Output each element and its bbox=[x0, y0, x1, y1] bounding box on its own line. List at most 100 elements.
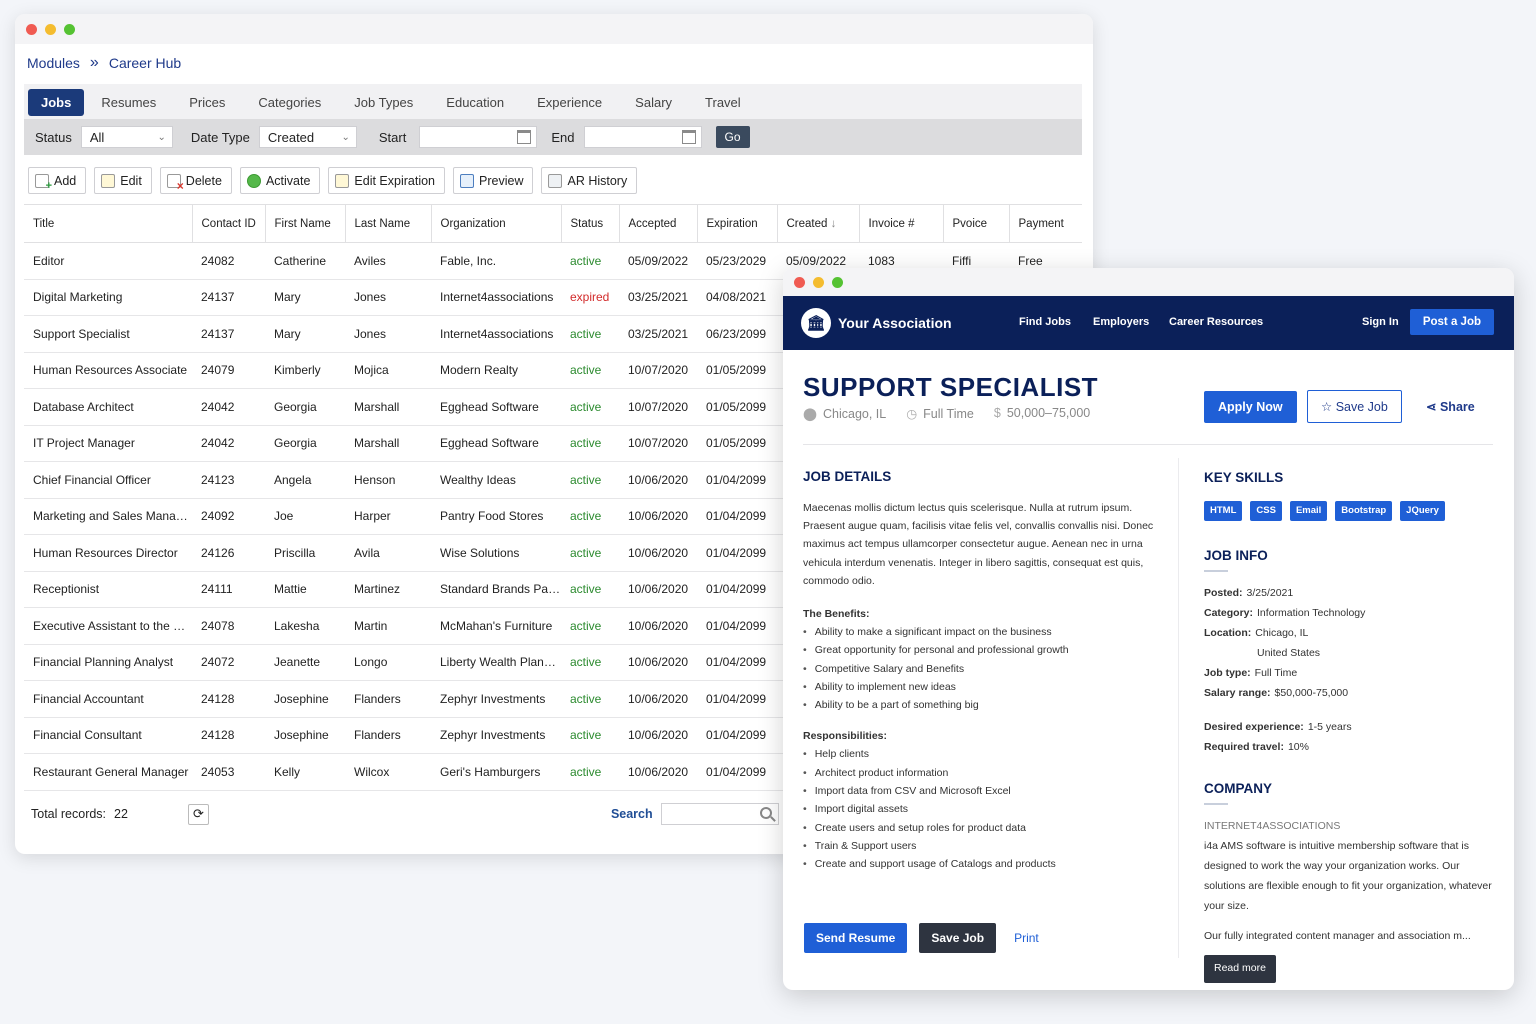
save-job-button[interactable]: Save Job bbox=[919, 923, 997, 953]
column-header-title[interactable]: Title bbox=[24, 204, 193, 243]
go-button[interactable]: Go bbox=[715, 126, 750, 148]
column-header-status[interactable]: Status bbox=[561, 204, 620, 243]
table-row[interactable]: Editor 24082 Catherine Aviles Fable, Inc. act… bbox=[24, 242, 1082, 280]
close-window-button[interactable] bbox=[794, 276, 805, 288]
company-underline bbox=[1204, 803, 1228, 806]
table-cell: Zephyr Investments bbox=[431, 680, 561, 718]
tab-job-types[interactable]: Job Types bbox=[354, 94, 414, 110]
preview-button-label: Preview bbox=[479, 173, 524, 188]
edit-expiration-button[interactable]: Edit Expiration bbox=[328, 167, 446, 194]
nav-sign-in[interactable]: Sign In bbox=[1362, 316, 1399, 328]
skill-tag[interactable]: JQuery bbox=[1400, 500, 1445, 521]
refresh-icon[interactable]: ⟳ bbox=[187, 803, 209, 825]
add-button[interactable]: Add bbox=[28, 167, 87, 194]
maximize-window-button[interactable] bbox=[832, 276, 843, 288]
category-label: Category: bbox=[1204, 607, 1254, 620]
end-date-label: End bbox=[551, 129, 575, 145]
tab-salary[interactable]: Salary bbox=[635, 94, 673, 110]
table-cell: 01/04/2099 bbox=[697, 461, 777, 499]
skill-tag[interactable]: HTML bbox=[1204, 500, 1243, 521]
maximize-window-button[interactable] bbox=[64, 23, 75, 35]
table-cell: 10/06/2020 bbox=[619, 571, 697, 608]
table-row[interactable]: Executive Assistant to the Pre... 24078 La… bbox=[24, 607, 1082, 645]
column-header-first-name[interactable]: First Name bbox=[265, 204, 346, 243]
end-date-input[interactable] bbox=[583, 126, 702, 148]
tab-education[interactable]: Education bbox=[446, 94, 505, 110]
tab-travel[interactable]: Travel bbox=[705, 94, 741, 110]
column-header-payment[interactable]: Payment bbox=[1009, 204, 1082, 243]
start-date-input[interactable] bbox=[419, 126, 538, 148]
table-cell: Wilcox bbox=[345, 753, 431, 791]
save-job-top-button[interactable]: ☆ Save Job bbox=[1307, 390, 1402, 423]
column-header-contact-id[interactable]: Contact ID bbox=[192, 204, 266, 243]
travel-label: Required travel: bbox=[1204, 740, 1284, 753]
table-cell: active bbox=[561, 461, 619, 499]
close-window-button[interactable] bbox=[26, 23, 37, 35]
minimize-window-button[interactable] bbox=[813, 276, 824, 288]
table-cell: Catherine bbox=[265, 242, 345, 280]
print-link[interactable]: Print bbox=[1014, 931, 1039, 945]
read-more-button[interactable]: Read more bbox=[1204, 955, 1276, 984]
job-salary-text: 50,000–75,000 bbox=[1006, 406, 1091, 420]
status-select[interactable]: All ⌄ bbox=[80, 126, 173, 148]
skill-tag[interactable]: Email bbox=[1289, 500, 1328, 521]
column-header-expiration[interactable]: Expiration bbox=[697, 204, 778, 243]
column-header-accepted[interactable]: Accepted bbox=[619, 204, 698, 243]
breadcrumb-modules-link[interactable]: Modules bbox=[27, 55, 80, 71]
table-cell: 01/04/2099 bbox=[697, 534, 777, 572]
table-cell: Geri's Hamburgers bbox=[431, 753, 561, 791]
search-input[interactable] bbox=[660, 803, 779, 825]
tab-experience[interactable]: Experience bbox=[537, 94, 603, 110]
save-job-top-label: Save Job bbox=[1335, 400, 1388, 414]
table-cell: 24078 bbox=[192, 607, 265, 645]
status-select-value: All bbox=[89, 129, 105, 145]
column-header-last-name[interactable]: Last Name bbox=[345, 204, 432, 243]
date-type-select[interactable]: Created ⌄ bbox=[258, 126, 357, 148]
column-header-created[interactable]: Created ↓ bbox=[777, 204, 860, 243]
column-header-organization[interactable]: Organization bbox=[431, 204, 562, 243]
table-cell: 06/23/2099 bbox=[697, 315, 777, 353]
tab-resumes[interactable]: Resumes bbox=[101, 94, 157, 110]
tab-jobs[interactable]: Jobs bbox=[28, 88, 85, 116]
ar-history-button[interactable]: AR History bbox=[541, 167, 638, 194]
share-button[interactable]: ⋖ Share bbox=[1426, 399, 1475, 414]
tab-prices[interactable]: Prices bbox=[189, 94, 226, 110]
admin-window: Modules » Career Hub Jobs Resumes Prices… bbox=[15, 14, 1093, 854]
edit-button[interactable]: Edit bbox=[94, 167, 152, 194]
calendar-icon[interactable] bbox=[681, 130, 696, 144]
add-document-icon bbox=[35, 173, 52, 192]
apply-now-button[interactable]: Apply Now bbox=[1204, 391, 1297, 423]
activate-button[interactable]: Activate bbox=[239, 167, 321, 194]
skill-tag[interactable]: Bootstrap bbox=[1335, 500, 1393, 521]
tab-categories[interactable]: Categories bbox=[258, 94, 322, 110]
column-header-invoice[interactable]: Invoice # bbox=[859, 204, 944, 243]
breadcrumb: Modules » Career Hub bbox=[27, 54, 181, 72]
table-cell: Database Architect bbox=[24, 388, 192, 426]
delete-button[interactable]: Delete bbox=[159, 167, 232, 194]
table-cell: 24082 bbox=[192, 242, 265, 280]
table-cell: Martinez bbox=[345, 571, 431, 608]
brand-name[interactable]: Your Association bbox=[838, 315, 952, 331]
post-job-button[interactable]: Post a Job bbox=[1409, 309, 1494, 335]
nav-employers[interactable]: Employers bbox=[1093, 316, 1150, 328]
breadcrumb-career-hub-link[interactable]: Career Hub bbox=[108, 55, 182, 71]
preview-button[interactable]: Preview bbox=[453, 167, 534, 194]
table-cell: Liberty Wealth Planners bbox=[431, 644, 561, 681]
send-resume-button[interactable]: Send Resume bbox=[804, 923, 908, 953]
company-heading: COMPANY bbox=[1204, 780, 1273, 796]
table-header-row: Title Contact ID First Name Last Name Or… bbox=[24, 204, 1082, 243]
table-cell: 24111 bbox=[192, 571, 265, 608]
nav-career-resources[interactable]: Career Resources bbox=[1169, 316, 1264, 328]
minimize-window-button[interactable] bbox=[45, 23, 56, 35]
table-cell: active bbox=[561, 498, 619, 535]
skill-tag[interactable]: CSS bbox=[1250, 500, 1282, 521]
column-header-pvoice[interactable]: Pvoice bbox=[943, 204, 1010, 243]
table-cell: Receptionist bbox=[24, 571, 192, 608]
posted-value: 3/25/2021 bbox=[1246, 587, 1294, 600]
table-cell: Kimberly bbox=[265, 352, 345, 389]
institution-logo-icon[interactable]: 🏛 bbox=[801, 308, 831, 338]
nav-find-jobs[interactable]: Find Jobs bbox=[1019, 316, 1071, 328]
table-cell: Henson bbox=[345, 461, 431, 499]
calendar-icon[interactable] bbox=[517, 130, 532, 144]
search-icon[interactable] bbox=[759, 807, 772, 819]
